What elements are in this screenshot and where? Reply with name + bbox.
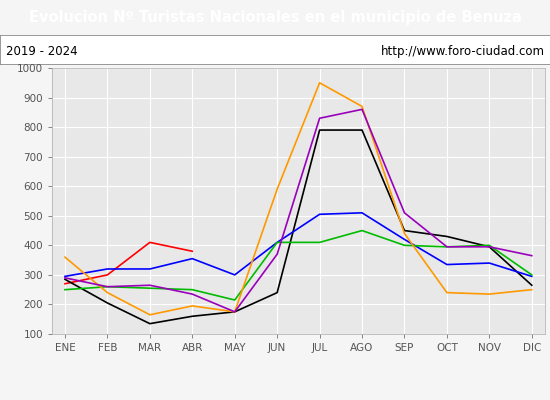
Text: http://www.foro-ciudad.com: http://www.foro-ciudad.com: [381, 44, 544, 58]
Text: Evolucion Nº Turistas Nacionales en el municipio de Benuza: Evolucion Nº Turistas Nacionales en el m…: [29, 10, 521, 25]
Text: 2019 - 2024: 2019 - 2024: [6, 44, 77, 58]
